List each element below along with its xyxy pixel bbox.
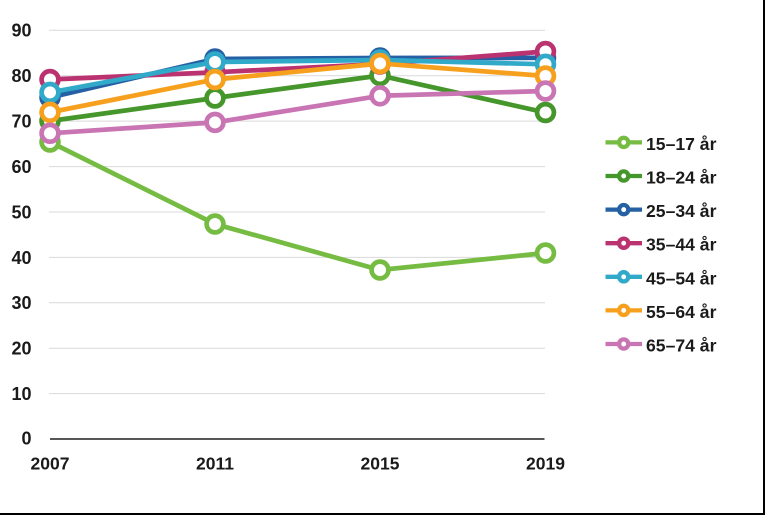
svg-text:15–17 år: 15–17 år [646,134,717,154]
svg-text:2019: 2019 [526,454,565,474]
svg-text:0: 0 [21,429,31,449]
svg-text:70: 70 [11,112,31,132]
svg-text:30: 30 [11,293,31,313]
svg-text:65–74 år: 65–74 år [646,336,717,356]
svg-text:40: 40 [11,248,31,268]
svg-text:50: 50 [11,202,31,222]
svg-text:10: 10 [11,384,31,404]
svg-text:2015: 2015 [361,454,400,474]
svg-text:60: 60 [11,157,31,177]
svg-text:18–24 år: 18–24 år [646,168,717,188]
svg-text:20: 20 [11,339,31,359]
svg-text:25–34 år: 25–34 år [646,201,717,221]
svg-text:55–64 år: 55–64 år [646,302,717,322]
svg-text:35–44 år: 35–44 år [646,235,717,255]
svg-text:45–54 år: 45–54 år [646,268,717,288]
svg-text:2007: 2007 [31,454,70,474]
svg-text:80: 80 [11,66,31,86]
svg-text:90: 90 [11,21,31,41]
svg-text:2011: 2011 [196,454,234,474]
